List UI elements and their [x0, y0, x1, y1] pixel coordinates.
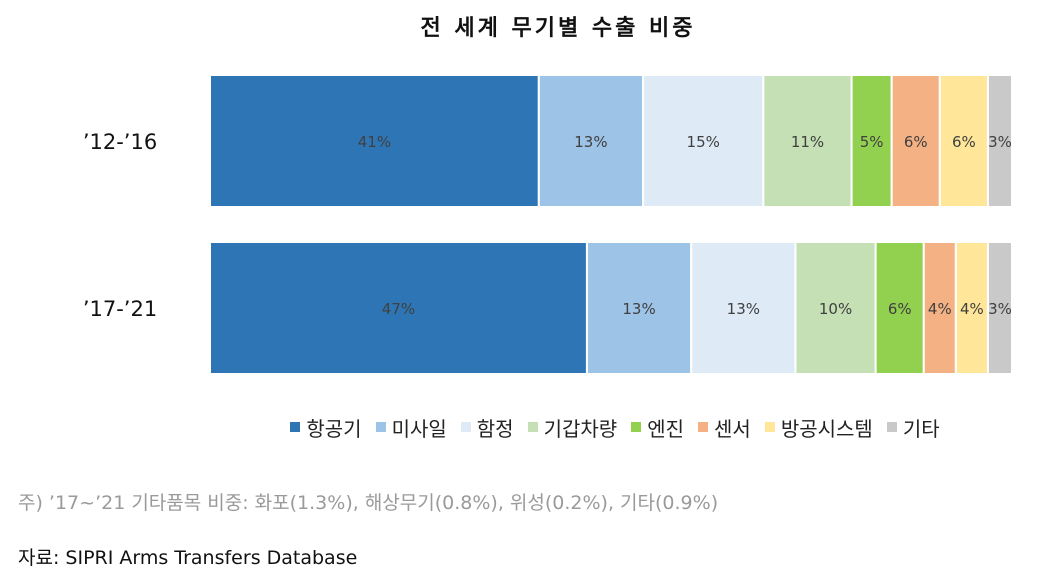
bar-segment [850, 74, 893, 208]
chart-plot: ’12-’16 41% 13% 15% 11% 5% 6% 6% 3% ’17-’21 47% 13%… [83, 74, 1014, 375]
data-label: 3% [988, 300, 1012, 318]
bar-segment [209, 74, 540, 208]
data-label: 6% [952, 133, 976, 151]
legend-swatch [631, 422, 642, 432]
legend-label: 기갑차량 [543, 416, 618, 441]
legend-item: 엔진 [631, 413, 684, 442]
source-note: 자료: SIPRI Arms Transfers Database [18, 547, 358, 569]
chart-legend: 항공기 미사일 함정 기갑차량 엔진 센서 방공시스템 기타 [205, 412, 1025, 442]
chart-title: 전 세계 무기별 수출 비중 [420, 16, 696, 41]
legend-label: 미사일 [391, 416, 447, 441]
legend-swatch [764, 422, 775, 432]
legend-item: 기갑차량 [527, 413, 618, 442]
legend-swatch [698, 422, 708, 432]
legend-item: 항공기 [290, 413, 362, 442]
data-label: 13% [622, 300, 655, 318]
bar-segment [209, 241, 588, 375]
data-label: 11% [791, 133, 824, 151]
bar-segment [690, 241, 797, 375]
bar-segment [874, 241, 925, 375]
bar-segment [794, 241, 877, 375]
legend-item: 미사일 [375, 413, 447, 442]
data-label: 47% [382, 300, 415, 318]
bar-segment [762, 74, 853, 208]
bar-segment [585, 241, 693, 375]
legend-swatch [527, 422, 538, 432]
legend-swatch [375, 422, 386, 432]
bar-segment [537, 74, 645, 208]
data-label: 13% [727, 300, 760, 318]
bar-segment [986, 74, 1014, 208]
footnote: 주) ’17~’21 기타품목 비중: 화포(1.3%), 해상무기(0.8%)… [18, 492, 719, 514]
bar-segment [986, 241, 1014, 375]
data-label: 15% [687, 133, 720, 151]
data-label: 3% [988, 133, 1012, 151]
data-label: 4% [928, 300, 952, 318]
data-label: 6% [904, 133, 928, 151]
legend-label: 기타 [902, 416, 940, 441]
data-label: 5% [860, 133, 884, 151]
legend-item: 기타 [886, 413, 940, 442]
legend-label: 항공기 [306, 416, 362, 441]
data-label: 4% [960, 300, 984, 318]
data-label: 41% [358, 133, 391, 151]
legend-label: 방공시스템 [780, 416, 873, 441]
category-label: ’17-’21 [83, 297, 157, 321]
legend-swatch [290, 422, 301, 432]
legend-item: 방공시스템 [764, 413, 873, 442]
legend-swatch [886, 422, 897, 432]
data-label: 13% [574, 133, 607, 151]
legend-swatch [460, 422, 471, 432]
legend-label: 함정 [476, 416, 514, 441]
data-label: 6% [888, 300, 912, 318]
legend-label: 엔진 [647, 416, 684, 441]
legend-item: 함정 [460, 413, 514, 442]
bar-segment [954, 241, 989, 375]
bar-segment [642, 74, 765, 208]
bar-segment [922, 241, 957, 375]
data-label: 10% [819, 300, 852, 318]
category-label: ’12-’16 [83, 130, 157, 154]
bar-segment [890, 74, 941, 208]
legend-label: 센서 [714, 416, 751, 441]
legend-item: 센서 [698, 413, 751, 442]
